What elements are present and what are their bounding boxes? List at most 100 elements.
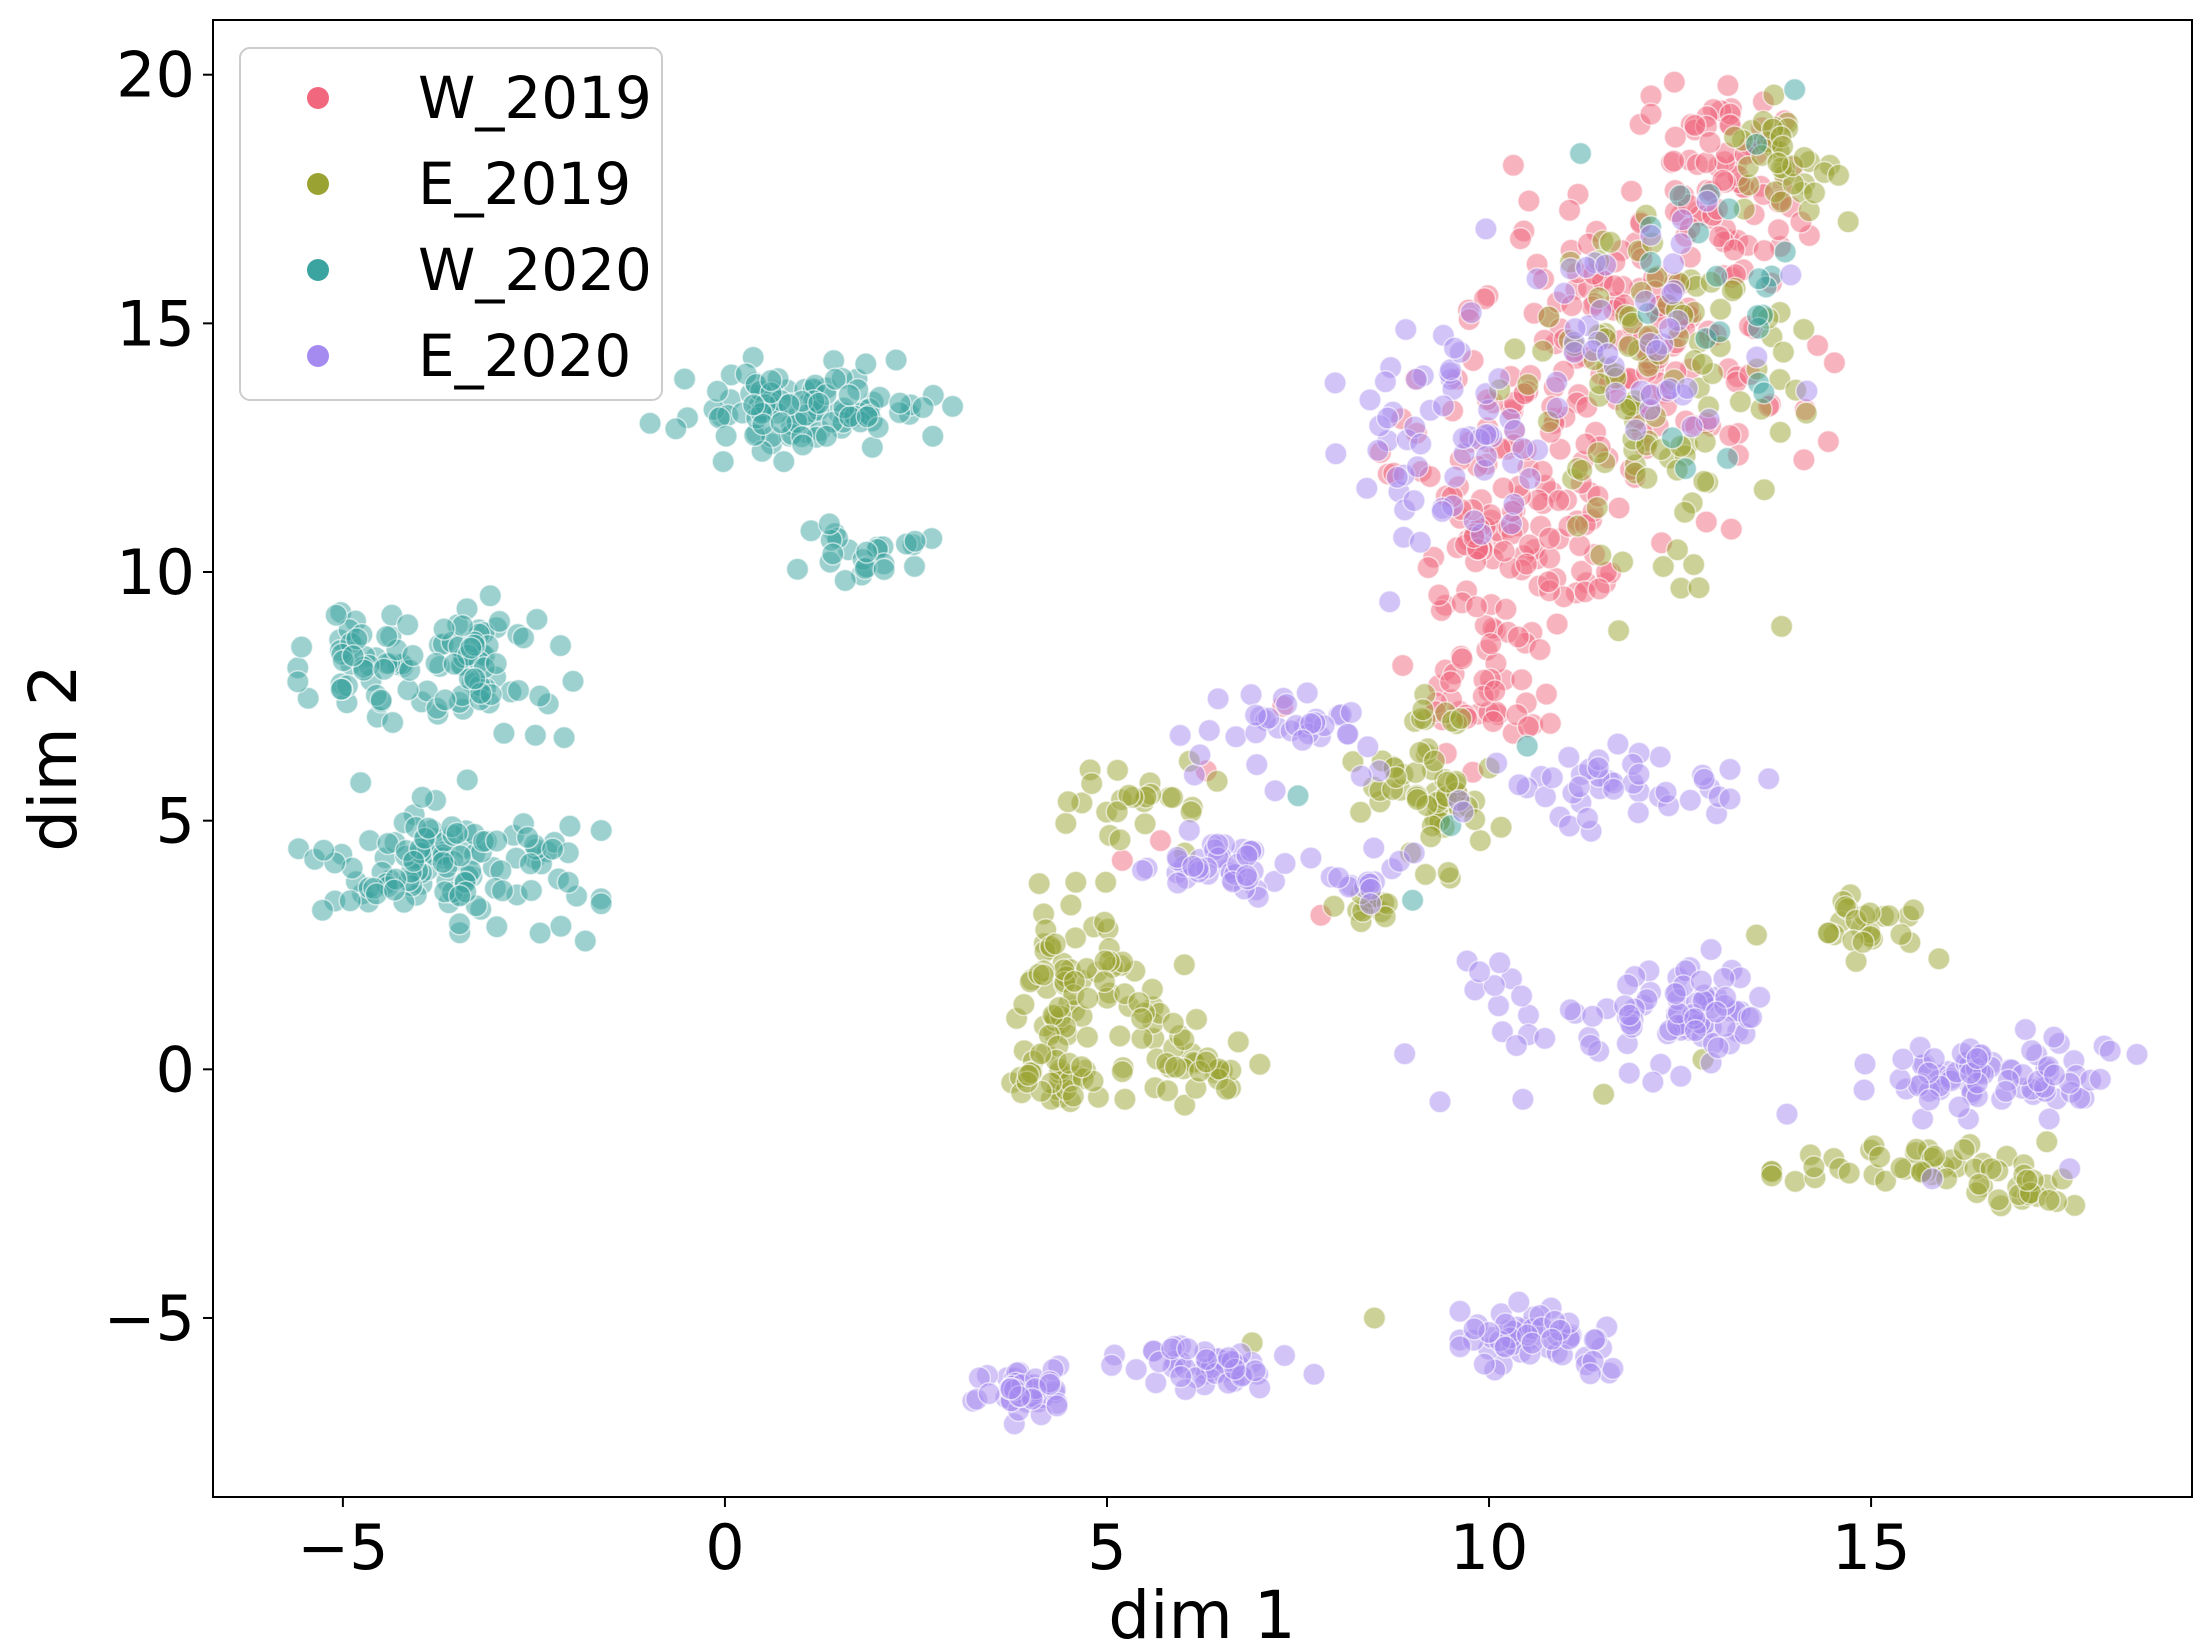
data-point (431, 850, 455, 874)
data-point (1889, 1156, 1913, 1180)
data-point (1093, 870, 1118, 895)
data-point (1617, 334, 1641, 359)
data-point (518, 852, 543, 876)
data-point (1226, 1030, 1251, 1054)
data-point (1263, 779, 1287, 803)
data-point (1538, 711, 1563, 736)
data-point (1491, 476, 1515, 500)
data-point (759, 368, 783, 393)
data-point (462, 667, 487, 691)
data-point (1660, 425, 1685, 450)
data-point (1680, 414, 1704, 439)
data-point (1589, 298, 1613, 322)
data-point (1665, 538, 1690, 562)
data-point (1537, 526, 1562, 550)
data-point (1888, 1067, 1912, 1092)
legend-marker (307, 87, 329, 109)
data-point (1645, 338, 1669, 363)
data-point (525, 607, 549, 632)
data-point (1172, 1028, 1196, 1052)
data-point (1661, 251, 1686, 276)
data-point (1744, 132, 1769, 157)
legend-items: W_2019 E_2019 W_2020 E_2020 (307, 64, 652, 390)
data-point (1130, 858, 1155, 883)
data-point (380, 710, 405, 735)
data-point (1920, 1166, 1944, 1191)
series-W_2020 (286, 77, 1807, 953)
data-point (1056, 789, 1080, 814)
data-point (1771, 340, 1796, 364)
data-point (638, 411, 662, 436)
data-point (1472, 1352, 1497, 1376)
y-tick-label: −5 (104, 1282, 195, 1355)
data-point (1069, 1054, 1094, 1079)
data-point (785, 557, 810, 581)
data-point (1601, 777, 1626, 801)
data-point (1206, 687, 1230, 711)
data-point (1110, 1059, 1135, 1084)
data-point (511, 626, 536, 650)
data-point (1586, 755, 1611, 780)
data-point (1494, 597, 1518, 622)
data-point (1509, 667, 1534, 692)
data-point (1585, 495, 1609, 520)
data-point (1110, 848, 1135, 873)
data-point (1917, 1088, 1942, 1112)
data-point (448, 884, 472, 908)
data-point (1373, 905, 1397, 929)
data-point (1355, 476, 1379, 501)
data-point (1826, 163, 1851, 188)
data-point (1181, 854, 1205, 879)
data-point (2042, 1025, 2066, 1049)
data-point (1129, 1006, 1154, 1031)
data-point (1545, 370, 1569, 394)
data-point (1619, 179, 1644, 203)
data-point (1739, 1005, 1764, 1030)
data-point (1235, 843, 1259, 868)
data-point (433, 688, 457, 712)
data-point (1245, 752, 1269, 777)
data-point (1326, 865, 1351, 890)
legend-label: E_2019 (418, 150, 631, 218)
data-point (1484, 751, 1509, 775)
data-point (1290, 728, 1315, 752)
data-point (1575, 806, 1600, 830)
data-point (1683, 1018, 1708, 1043)
data-point (1633, 289, 1658, 313)
data-point (1617, 1061, 1642, 1085)
data-point (348, 770, 373, 795)
data-point (528, 921, 552, 945)
data-point (1517, 189, 1541, 213)
data-point (1837, 1161, 1861, 1185)
data-point (1273, 851, 1297, 876)
data-point (492, 721, 516, 746)
data-point (1482, 973, 1507, 998)
y-tick-label: 10 (116, 536, 195, 609)
data-point (2035, 1129, 2059, 1154)
data-point (1438, 670, 1463, 694)
data-point (1402, 488, 1426, 513)
data-point (1509, 984, 1534, 1008)
data-point (1214, 1077, 1239, 1101)
data-point (1124, 1357, 1148, 1382)
data-point (484, 651, 508, 676)
data-point (1752, 381, 1776, 405)
data-point (1853, 1052, 1877, 1076)
data-point (1507, 772, 1531, 797)
data-point (1545, 396, 1570, 420)
data-point (1589, 543, 1613, 567)
data-point (1704, 264, 1729, 289)
data-point (324, 603, 348, 627)
data-point (1617, 1003, 1642, 1027)
data-point (445, 821, 469, 846)
data-point (1515, 734, 1539, 758)
data-point (1061, 1084, 1086, 1108)
data-point (1694, 150, 1718, 175)
data-point (401, 643, 425, 668)
data-point (1443, 465, 1467, 489)
data-point (1747, 267, 1771, 291)
data-point (1483, 679, 1507, 703)
data-point (1062, 969, 1087, 994)
data-point (506, 678, 531, 703)
data-point (311, 838, 336, 863)
